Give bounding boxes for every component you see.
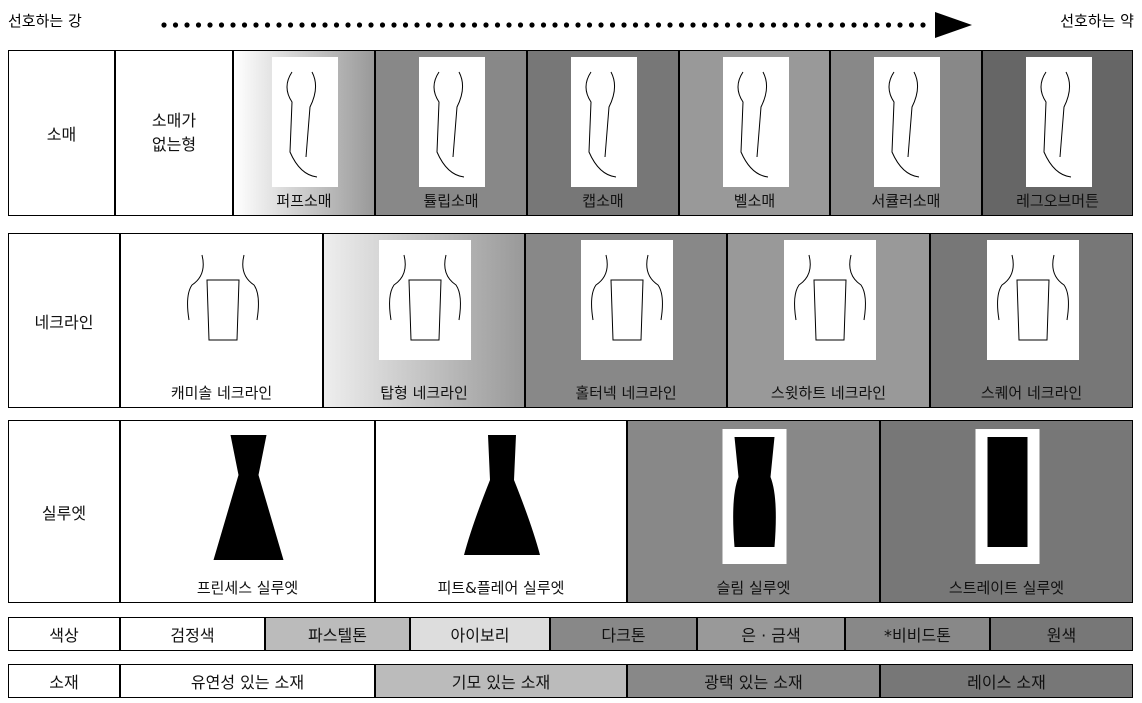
item-label: 소매가 없는형 <box>151 111 197 154</box>
item-label: 스퀘어 네크라인 <box>980 384 1083 402</box>
illustration <box>571 57 637 187</box>
item-cell: 스트레이트 실루엣 <box>880 420 1133 603</box>
item-label: 프린세스 실루엣 <box>196 579 299 597</box>
item-label: 다크톤 <box>601 626 646 645</box>
item-cell: 스윗하트 네크라인 <box>727 233 930 408</box>
row-label: 소재 <box>8 664 120 698</box>
item-cell: 레그오브머튼 <box>982 50 1133 216</box>
illustration <box>1025 57 1092 187</box>
item-cell: 아이보리 <box>410 617 550 651</box>
illustration <box>419 57 485 187</box>
item-label: 벨소매 <box>733 192 776 210</box>
item-cell: 피트&플레어 실루엣 <box>375 420 627 603</box>
illustration <box>975 429 1040 564</box>
illustration <box>272 57 338 187</box>
item-cell: 유연성 있는 소재 <box>120 664 375 698</box>
item-label: 원색 <box>1046 626 1077 645</box>
item-label: 레그오브머튼 <box>1016 192 1099 210</box>
illustration <box>581 240 673 360</box>
illustration <box>722 57 789 187</box>
row-label: 네크라인 <box>8 233 120 408</box>
item-cell: 기모 있는 소재 <box>375 664 627 698</box>
item-label: 기모 있는 소재 <box>451 673 551 692</box>
illustration <box>213 435 284 560</box>
illustration <box>464 435 540 555</box>
item-label: 아이보리 <box>450 626 510 645</box>
item-cell: 검정색 <box>120 617 265 651</box>
item-cell: 파스텔톤 <box>265 617 410 651</box>
item-cell: 프린세스 실루엣 <box>120 420 375 603</box>
item-label: 탑형 네크라인 <box>380 384 468 402</box>
item-label: 캡소매 <box>582 192 624 210</box>
item-label: 캐미솔 네크라인 <box>170 384 273 402</box>
row-label: 실루엣 <box>8 420 120 603</box>
item-cell: 캡소매 <box>527 50 679 216</box>
item-cell: 스퀘어 네크라인 <box>930 233 1133 408</box>
item-label: 스윗하트 네크라인 <box>770 384 887 402</box>
item-cell: 원색 <box>990 617 1133 651</box>
item-cell: 홀터넥 네크라인 <box>525 233 727 408</box>
illustration <box>379 240 471 360</box>
item-label: 은 · 금색 <box>741 626 801 645</box>
item-label: 레이스 소재 <box>967 673 1046 692</box>
item-label: 유연성 있는 소재 <box>190 673 305 692</box>
item-cell: 탑형 네크라인 <box>323 233 525 408</box>
item-cell: 은 · 금색 <box>697 617 845 651</box>
item-cell: 서큘러소매 <box>830 50 982 216</box>
illustration <box>176 240 269 360</box>
item-cell: 캐미솔 네크라인 <box>120 233 323 408</box>
item-cell: 튤립소매 <box>375 50 527 216</box>
item-cell: 다크톤 <box>550 617 697 651</box>
item-cell: 레이스 소재 <box>880 664 1133 698</box>
item-label: 검정색 <box>170 626 215 645</box>
illustration <box>722 429 787 564</box>
row-label: 소매 <box>8 50 115 216</box>
item-label: 피트&플레어 실루엣 <box>437 579 565 597</box>
item-label: *비비드톤 <box>884 626 951 645</box>
header-left: 선호하는 강 <box>8 12 82 30</box>
item-label: 튤립소매 <box>423 192 479 210</box>
header-right: 선호하는 약 <box>1060 12 1134 30</box>
item-label: 파스텔톤 <box>308 626 367 645</box>
item-cell: 광택 있는 소재 <box>627 664 880 698</box>
item-label: 퍼프소매 <box>276 192 332 210</box>
row-label: 색상 <box>8 617 120 651</box>
item-cell: 퍼프소매 <box>233 50 375 216</box>
item-label: 광택 있는 소재 <box>704 673 803 692</box>
item-label: 서큘러소매 <box>871 192 941 210</box>
illustration <box>783 240 876 360</box>
illustration <box>874 57 940 187</box>
item-label: 스트레이트 실루엣 <box>948 579 1065 597</box>
preference-arrow <box>161 12 972 38</box>
illustration <box>986 240 1079 360</box>
item-label: 슬림 실루엣 <box>716 579 791 597</box>
item-cell: 소매가 없는형 <box>115 50 233 216</box>
item-label: 홀터넥 네크라인 <box>575 384 677 402</box>
item-cell: 슬림 실루엣 <box>627 420 880 603</box>
item-cell: 벨소매 <box>679 50 830 216</box>
item-cell: *비비드톤 <box>845 617 990 651</box>
